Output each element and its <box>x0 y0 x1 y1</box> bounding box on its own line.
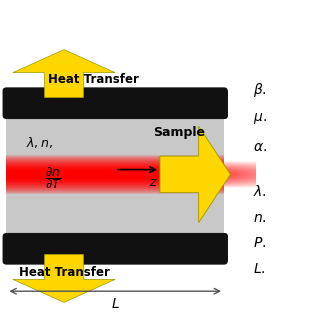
Text: $P.$: $P.$ <box>253 236 266 250</box>
Text: Heat Transfer: Heat Transfer <box>19 266 110 279</box>
Text: $\dfrac{\partial n}{\partial T}$: $\dfrac{\partial n}{\partial T}$ <box>45 165 62 190</box>
Text: $\beta.$: $\beta.$ <box>253 81 267 99</box>
Text: L: L <box>111 297 119 311</box>
Polygon shape <box>13 254 115 302</box>
Polygon shape <box>160 126 230 222</box>
FancyBboxPatch shape <box>3 87 228 119</box>
Bar <box>0 0 230 91</box>
Polygon shape <box>160 126 230 222</box>
Text: $\lambda.$: $\lambda.$ <box>253 185 267 199</box>
Text: $\lambda, n,$: $\lambda, n,$ <box>26 135 52 150</box>
Bar <box>6 115 224 237</box>
Text: Sample: Sample <box>153 126 205 139</box>
Text: $L.$: $L.$ <box>253 262 265 276</box>
Text: $\mu.$: $\mu.$ <box>253 111 267 126</box>
FancyBboxPatch shape <box>3 233 228 265</box>
Bar <box>0 0 6 320</box>
Text: $\alpha.$: $\alpha.$ <box>253 140 267 154</box>
Text: Heat Transfer: Heat Transfer <box>48 73 139 86</box>
Bar <box>0 261 230 320</box>
FancyBboxPatch shape <box>3 87 228 119</box>
Polygon shape <box>13 50 115 98</box>
FancyBboxPatch shape <box>3 233 228 265</box>
Polygon shape <box>13 254 115 302</box>
Text: $n.$: $n.$ <box>253 211 267 225</box>
Polygon shape <box>13 50 115 98</box>
Text: z: z <box>149 176 155 189</box>
